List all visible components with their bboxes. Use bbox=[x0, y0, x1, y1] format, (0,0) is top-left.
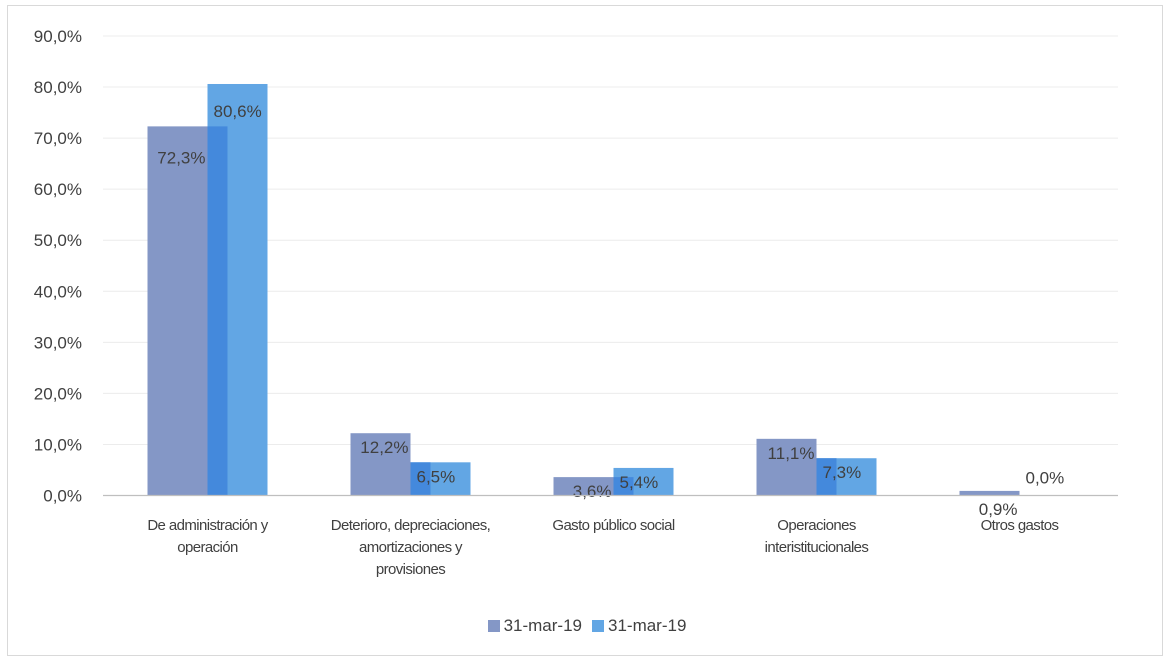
legend-swatch-series-2 bbox=[592, 620, 604, 632]
bar-series-1 bbox=[350, 433, 411, 496]
data-label-series-2: 80,6% bbox=[214, 102, 262, 121]
data-label-series-1: 0,9% bbox=[979, 500, 1018, 519]
category-label: operación bbox=[177, 539, 238, 556]
category-label: provisiones bbox=[376, 561, 445, 578]
y-tick-label: 50,0% bbox=[34, 231, 82, 250]
bar-series-1 bbox=[553, 477, 614, 496]
legend-label-series-1: 31-mar-19 bbox=[503, 616, 582, 635]
legend-item-series-1: 31-mar-19 bbox=[487, 616, 582, 636]
y-tick-label: 70,0% bbox=[34, 129, 82, 148]
legend-swatch-series-1 bbox=[487, 620, 500, 632]
bar-series-1 bbox=[147, 126, 208, 496]
category-label: Deterioro, depreciaciones, bbox=[331, 517, 491, 534]
data-label-series-2: 0,0% bbox=[1026, 469, 1065, 488]
data-label-series-1: 12,2% bbox=[360, 438, 408, 457]
bar-overlap bbox=[816, 458, 837, 496]
legend-label-series-2: 31-mar-19 bbox=[608, 616, 687, 635]
category-label: Operaciones bbox=[777, 517, 856, 534]
y-tick-label: 20,0% bbox=[34, 384, 82, 403]
bar-overlap bbox=[613, 477, 634, 496]
category-label: Gasto público social bbox=[552, 517, 675, 534]
bar-overlap bbox=[410, 462, 431, 496]
y-tick-label: 30,0% bbox=[34, 333, 82, 352]
data-label-series-1: 72,3% bbox=[157, 148, 205, 167]
y-tick-label: 40,0% bbox=[34, 282, 82, 301]
y-tick-label: 10,0% bbox=[34, 435, 82, 454]
y-tick-label: 80,0% bbox=[34, 78, 82, 97]
y-tick-label: 60,0% bbox=[34, 180, 82, 199]
data-label-series-2: 6,5% bbox=[417, 467, 456, 486]
data-label-series-1: 3,6% bbox=[573, 482, 612, 501]
legend-item-series-2: 31-mar-19 bbox=[592, 616, 686, 636]
bar-overlap bbox=[207, 126, 228, 496]
y-tick-label: 0,0% bbox=[43, 487, 82, 506]
bar-series-1 bbox=[756, 438, 817, 496]
legend: 31-mar-19 31-mar-19 bbox=[0, 616, 1174, 636]
data-label-series-2: 7,3% bbox=[823, 463, 862, 482]
category-label: amortizaciones y bbox=[359, 539, 463, 556]
category-label: interistitucionales bbox=[765, 539, 869, 556]
category-label: De administración y bbox=[147, 517, 268, 534]
data-label-series-1: 11,1% bbox=[768, 444, 815, 463]
bar-series-1 bbox=[959, 490, 1020, 496]
category-label: Otros gastos bbox=[981, 517, 1059, 534]
data-label-series-2: 5,4% bbox=[620, 473, 659, 492]
y-tick-label: 90,0% bbox=[34, 27, 82, 46]
